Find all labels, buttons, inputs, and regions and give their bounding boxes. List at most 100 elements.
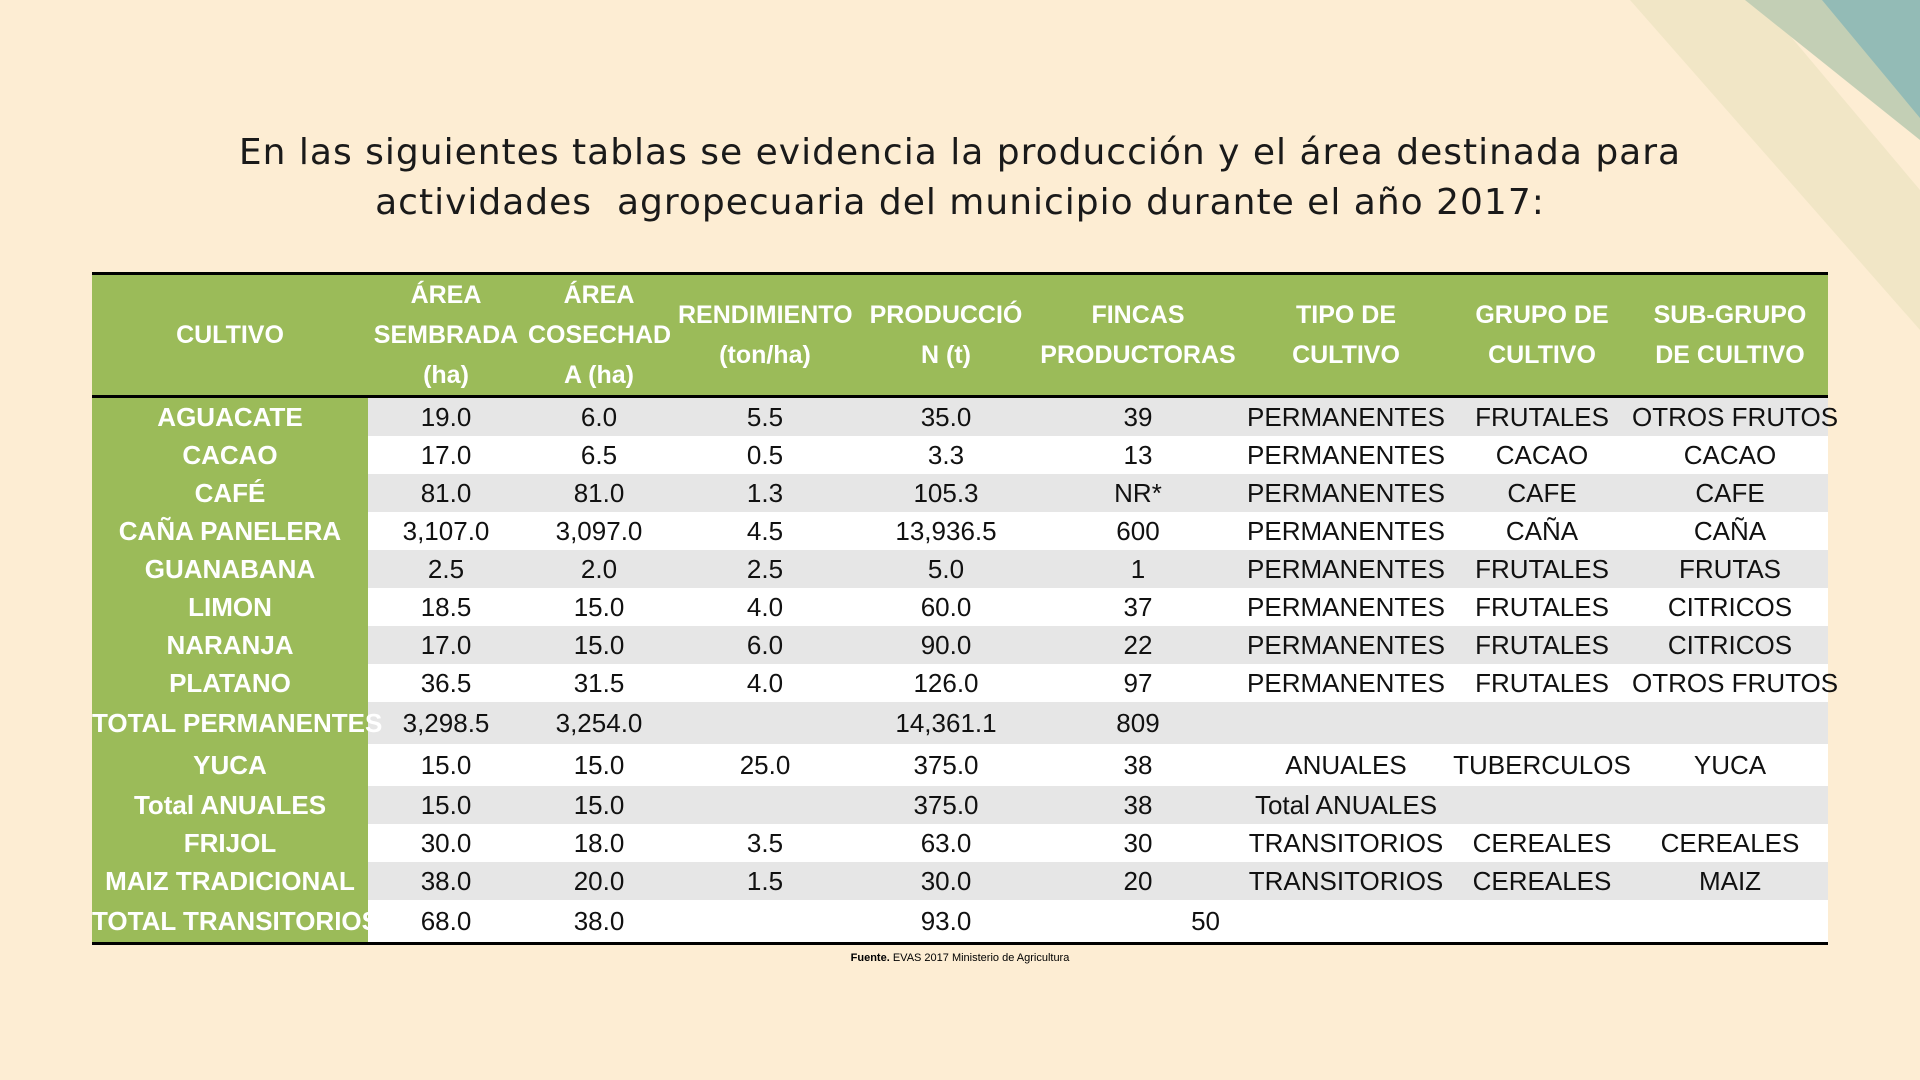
header-line: CULTIVO: [1488, 341, 1596, 369]
crop-name-cell: CAFÉ: [92, 474, 368, 512]
header-rendimiento: RENDIMIENTO (ton/ha): [674, 273, 856, 398]
table-cell-tipo-de-cultivo: PERMANENTES: [1240, 664, 1452, 702]
table-cell-produccion: 14,361.1: [856, 702, 1036, 744]
table-cell-area-cosechada: 6.5: [524, 436, 674, 474]
table-cell-tipo-de-cultivo: PERMANENTES: [1240, 588, 1452, 626]
header-line: N (t): [921, 341, 971, 369]
table-cell-fincas-productoras: 37: [1036, 588, 1240, 626]
crop-name-cell: PLATANO: [92, 664, 368, 702]
deco-stripe-cream: [1630, 0, 1920, 330]
table-cell-grupo-de-cultivo: CAFE: [1452, 474, 1632, 512]
table-cell-grupo-de-cultivo: [1452, 900, 1632, 944]
table-cell-rendimiento: 4.0: [674, 588, 856, 626]
header-line: GRUPO DE: [1475, 301, 1609, 329]
table-cell-area-cosechada: 38.0: [524, 900, 674, 944]
table-cell-produccion: 30.0: [856, 862, 1036, 900]
table-row: Total ANUALES 15.0 15.0 375.0 38 Total ANUALE…: [92, 786, 1828, 824]
table-cell-grupo-de-cultivo: CEREALES: [1452, 824, 1632, 862]
table-cell-tipo-de-cultivo: PERMANENTES: [1240, 512, 1452, 550]
table-cell-fincas-productoras: 39: [1036, 396, 1240, 436]
crop-production-table: CULTIVO ÁREA SEMBRADA (ha) ÁREA COSECHAD A (ha…: [92, 272, 1838, 945]
table-cell-sub-grupo-de-cultivo: FRUTAS: [1632, 550, 1828, 588]
table-cell-sub-grupo-de-cultivo: [1632, 702, 1828, 744]
heading-line-2: actividades agropecuaria del municipio d…: [375, 182, 1545, 223]
table-cell-tipo-de-cultivo: PERMANENTES: [1240, 550, 1452, 588]
table-cell-sub-grupo-de-cultivo: CITRICOS: [1632, 588, 1828, 626]
crop-name-cell: CACAO: [92, 436, 368, 474]
header-tipo-de-cultivo: TIPO DE CULTIVO: [1240, 273, 1452, 398]
heading-line-1: En las siguientes tablas se evidencia la…: [238, 132, 1682, 173]
table-cell-rendimiento: 6.0: [674, 626, 856, 664]
table-cell-area-sembrada: 68.0: [368, 900, 524, 944]
table-row: AGUACATE 19.0 6.0 5.5 35.0 39 PERMANENTES FRUTA…: [92, 396, 1838, 436]
table-cell-rendimiento: 4.5: [674, 512, 856, 550]
table-cell-produccion: 60.0: [856, 588, 1036, 626]
table-cell-produccion: 3.3: [856, 436, 1036, 474]
table-body: AGUACATE 19.0 6.0 5.5 35.0 39 PERMANENTES FRUTA…: [92, 396, 1838, 944]
table-cell-area-cosechada: 3,097.0: [524, 512, 674, 550]
table-cell-grupo-de-cultivo: FRUTALES: [1452, 664, 1632, 702]
header-line: PRODUCCIÓ: [869, 301, 1023, 329]
table-cell-grupo-de-cultivo: [1452, 702, 1632, 744]
table-cell-area-sembrada: 30.0: [368, 824, 524, 862]
table-cell-tipo-de-cultivo: PERMANENTES: [1240, 474, 1452, 512]
table-cell-fincas-productoras: 809: [1036, 702, 1240, 744]
crop-name-cell: TOTAL PERMANENTES: [92, 702, 382, 744]
header-line: ÁREA: [410, 281, 482, 309]
header-line: RENDIMIENTO: [678, 301, 853, 329]
source-label: Fuente.: [850, 952, 890, 964]
table-row: CAFÉ 81.0 81.0 1.3 105.3 NR* PERMANENTES CAFE CA…: [92, 474, 1828, 512]
table-cell-produccion: 13,936.5: [856, 512, 1036, 550]
table-cell-rendimiento: [674, 786, 856, 824]
table-cell-area-sembrada: 3,298.5: [368, 702, 524, 744]
table-cell-area-cosechada: 15.0: [524, 786, 674, 824]
table-cell-grupo-de-cultivo: TUBERCULOS: [1452, 744, 1632, 786]
table-cell-tipo-de-cultivo: TRANSITORIOS: [1240, 824, 1452, 862]
crop-name-cell: FRIJOL: [92, 824, 368, 862]
table-cell-area-sembrada: 19.0: [368, 396, 524, 436]
crop-name-cell: MAIZ TRADICIONAL: [92, 862, 368, 900]
table-cell-area-cosechada: 15.0: [524, 744, 674, 786]
table-row: YUCA 15.0 15.0 25.0 375.0 38 ANUALES TUBERCULOS…: [92, 744, 1828, 786]
table-cell-tipo-de-cultivo: PERMANENTES: [1240, 626, 1452, 664]
table-cell-sub-grupo-de-cultivo: CAFE: [1632, 474, 1828, 512]
table-cell-rendimiento: 3.5: [674, 824, 856, 862]
header-sub-grupo-de-cultivo: SUB-GRUPO DE CULTIVO: [1632, 273, 1828, 398]
table-cell-produccion: 93.0: [856, 900, 1036, 944]
table-cell-rendimiento: 4.0: [674, 664, 856, 702]
table-cell-fincas-productoras: 50: [1036, 900, 1240, 944]
header-line: DE CULTIVO: [1655, 341, 1805, 369]
table-cell-grupo-de-cultivo: FRUTALES: [1452, 588, 1632, 626]
table-cell-rendimiento: 25.0: [674, 744, 856, 786]
table-cell-grupo-de-cultivo: CAÑA: [1452, 512, 1632, 550]
table-cell-fincas-productoras: 97: [1036, 664, 1240, 702]
table-cell-produccion: 105.3: [856, 474, 1036, 512]
table-row: PLATANO 36.5 31.5 4.0 126.0 97 PERMANENTES FRUT…: [92, 664, 1838, 702]
table-cell-sub-grupo-de-cultivo: OTROS FRUTOS: [1632, 396, 1838, 436]
table-cell-fincas-productoras: 38: [1036, 786, 1240, 824]
table-cell-tipo-de-cultivo: [1240, 900, 1452, 944]
header-line: COSECHAD: [528, 321, 672, 349]
table-cell-area-sembrada: 15.0: [368, 744, 524, 786]
table-cell-produccion: 63.0: [856, 824, 1036, 862]
table-cell-sub-grupo-de-cultivo: [1632, 900, 1828, 944]
header-line: TIPO DE CULTIVO: [1292, 301, 1400, 369]
table-cell-sub-grupo-de-cultivo: OTROS FRUTOS: [1632, 664, 1838, 702]
header-cultivo: CULTIVO: [92, 273, 368, 398]
table-cell-area-cosechada: 6.0: [524, 396, 674, 436]
crop-name-cell: AGUACATE: [92, 396, 368, 436]
table-cell-tipo-de-cultivo: TRANSITORIOS: [1240, 862, 1452, 900]
deco-stripe-sage: [1745, 0, 1920, 140]
table-cell-area-cosechada: 81.0: [524, 474, 674, 512]
table-cell-area-cosechada: 31.5: [524, 664, 674, 702]
table-row: GUANABANA 2.5 2.0 2.5 5.0 1 PERMANENTES FRUTALE…: [92, 550, 1828, 588]
header-line: (ha): [423, 361, 469, 389]
table-cell-sub-grupo-de-cultivo: CAÑA: [1632, 512, 1828, 550]
table-cell-sub-grupo-de-cultivo: CITRICOS: [1632, 626, 1828, 664]
table-cell-area-sembrada: 81.0: [368, 474, 524, 512]
table-cell-rendimiento: [674, 702, 856, 744]
table-cell-rendimiento: [674, 900, 856, 944]
crop-name-cell: LIMON: [92, 588, 368, 626]
table-cell-fincas-productoras: 600: [1036, 512, 1240, 550]
table-cell-area-cosechada: 15.0: [524, 588, 674, 626]
